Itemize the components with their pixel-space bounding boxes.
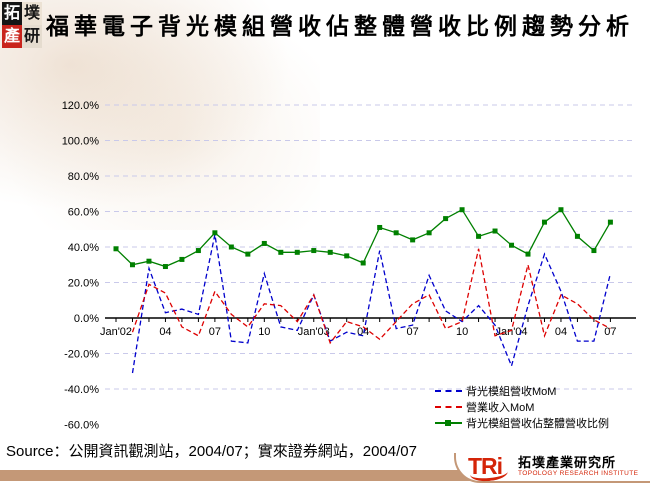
tri-wordmark-text: TRi	[468, 453, 503, 479]
x-tick-label: 10	[258, 326, 270, 338]
tri-name-en: TOPOLOGY RESEARCH INSTITUTE	[518, 470, 639, 478]
seal-char: 研	[22, 25, 42, 48]
series-marker	[377, 224, 383, 230]
x-tick-label: 07	[604, 326, 616, 338]
y-tick-label: 80.0%	[68, 171, 99, 183]
series-marker	[541, 219, 547, 225]
series-marker	[146, 258, 152, 264]
series-marker	[509, 242, 515, 248]
x-tick-label: 07	[209, 326, 221, 338]
series-marker	[476, 233, 482, 239]
seal-char: 墣	[22, 2, 42, 25]
y-tick-label: 0.0%	[74, 313, 99, 325]
series-marker	[245, 251, 251, 257]
series-marker	[525, 251, 531, 257]
y-tick-label: -60.0%	[64, 420, 99, 432]
tri-institute-name: 拓墣產業研究所 TOPOLOGY RESEARCH INSTITUTE	[518, 456, 638, 478]
x-tick-label: 04	[159, 326, 171, 338]
series-marker	[179, 256, 185, 262]
legend-line-sample-red	[435, 406, 462, 408]
seal-char: 產	[2, 25, 22, 48]
series-line-dashed	[131, 234, 612, 374]
series-marker	[492, 228, 498, 234]
legend-line-sample-blue	[435, 390, 462, 392]
source-note: Source：公開資訊觀測站，2004/07；實來證券網站，2004/07	[6, 443, 417, 460]
series-marker	[410, 237, 416, 243]
page-title: 福華電子背光模組營收佔整體營收比例趨勢分析	[46, 14, 634, 39]
series-marker	[195, 248, 201, 254]
series-marker	[459, 207, 465, 213]
chart-legend: 背光模組營收MoM 營業收入MoM 背光模組營收佔整體營收比例	[435, 383, 609, 431]
series-marker	[261, 240, 267, 246]
y-tick-label: -40.0%	[64, 384, 99, 396]
series-marker	[311, 248, 317, 254]
legend-item-ratio: 背光模組營收佔整體營收比例	[435, 415, 609, 431]
tri-swoosh-icon	[469, 467, 509, 483]
series-marker	[607, 219, 613, 225]
x-tick-label: 10	[456, 326, 468, 338]
legend-label: 背光模組營收MoM	[466, 386, 557, 398]
series-line-solid	[115, 208, 611, 268]
x-tick-label: Jan'02	[100, 326, 132, 338]
x-tick-label: 04	[555, 326, 567, 338]
legend-item-revenue-mom: 營業收入MoM	[435, 399, 609, 415]
series-marker	[162, 264, 168, 270]
y-tick-label: -20.0%	[64, 349, 99, 361]
legend-item-backlight-mom: 背光模組營收MoM	[435, 383, 609, 399]
seal-char: 拓	[2, 2, 22, 25]
series-marker	[113, 246, 119, 252]
y-tick-label: 100.0%	[62, 136, 100, 148]
tri-seal-logo: 拓 墣 產 研	[2, 2, 42, 48]
x-tick-label: 07	[407, 326, 419, 338]
legend-line-sample-green	[435, 420, 462, 426]
series-marker	[228, 244, 234, 250]
series-marker	[574, 233, 580, 239]
legend-label: 營業收入MoM	[466, 402, 535, 414]
series-line-dashed	[131, 248, 611, 345]
y-tick-label: 40.0%	[68, 242, 99, 254]
footer-bar	[0, 470, 650, 481]
y-tick-label: 120.0%	[62, 100, 100, 112]
y-tick-label: 20.0%	[68, 278, 99, 290]
series-marker	[443, 216, 449, 222]
series-marker	[212, 230, 218, 236]
legend-label: 背光模組營收佔整體營收比例	[466, 418, 609, 430]
x-tick-label: Jan'04	[495, 326, 527, 338]
x-tick-label: Jan'03	[298, 326, 330, 338]
series-marker	[591, 248, 597, 254]
y-tick-label: 60.0%	[68, 207, 99, 219]
tri-name-zh: 拓墣產業研究所	[518, 455, 617, 471]
series-marker	[129, 262, 135, 268]
series-marker	[426, 230, 432, 236]
series-marker	[393, 230, 399, 236]
series-marker	[558, 207, 564, 213]
series-marker	[327, 249, 333, 255]
series-marker	[344, 253, 350, 259]
series-marker	[278, 249, 284, 255]
series-marker	[360, 260, 366, 266]
x-tick-label: 04	[357, 326, 369, 338]
tri-wordmark: TRi	[468, 453, 512, 483]
series-marker	[294, 249, 300, 255]
tri-logo-panel: TRi 拓墣產業研究所 TOPOLOGY RESEARCH INSTITUTE	[454, 453, 650, 483]
background-watermark	[0, 0, 320, 230]
